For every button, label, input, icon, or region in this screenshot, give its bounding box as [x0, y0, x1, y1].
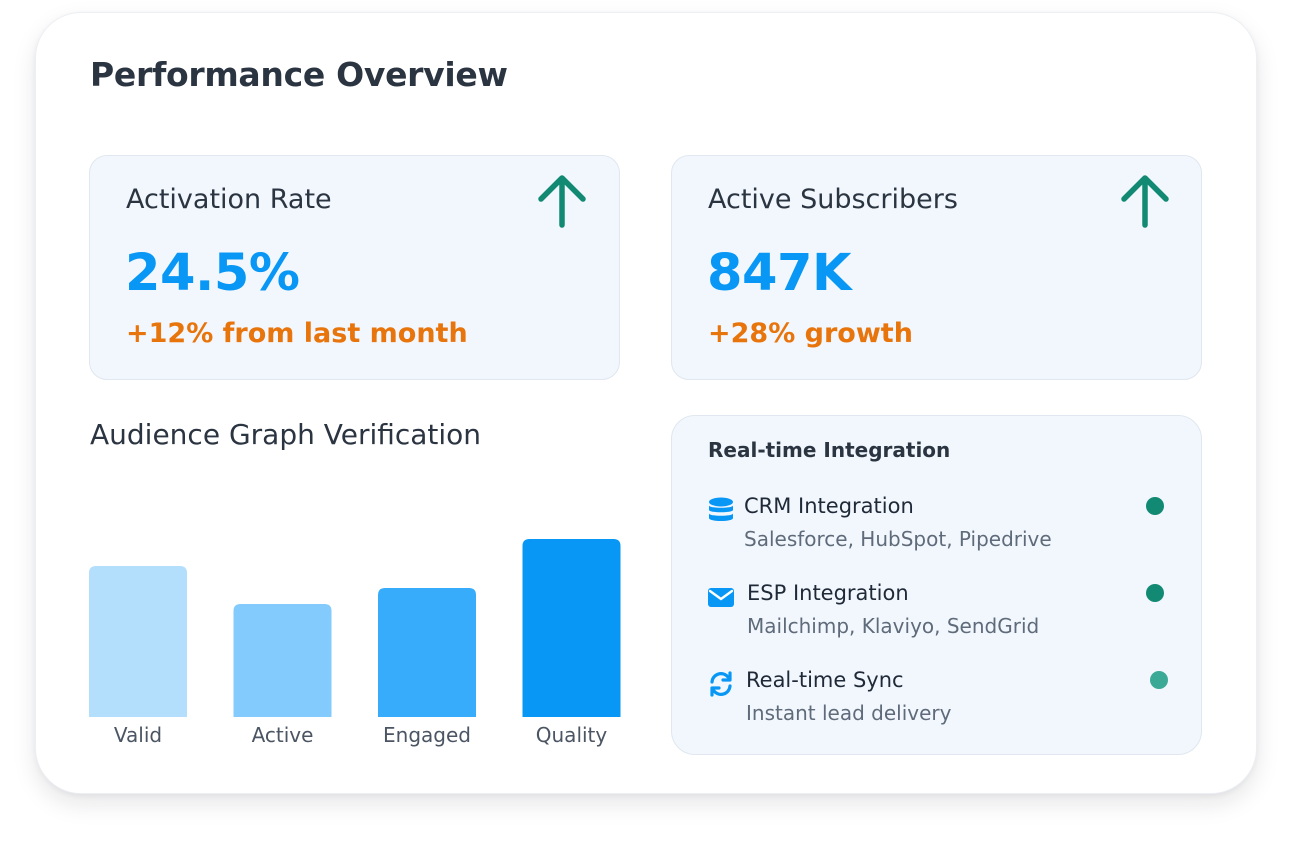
arrow-up-icon: [538, 175, 586, 228]
arrow-up-icon: [1121, 175, 1169, 228]
database-icon: [709, 497, 733, 521]
stat-value: 847K: [707, 244, 851, 303]
status-indicator: [1150, 671, 1168, 689]
integration-desc: Mailchimp, Klaviyo, SendGrid: [747, 614, 1040, 638]
status-indicator: [1146, 497, 1164, 515]
chart-tick-label: Quality: [536, 723, 608, 747]
chart-tick-label: Engaged: [383, 723, 471, 747]
integration-title: Real-time Integration: [708, 438, 951, 462]
stat-label: Activation Rate: [126, 184, 332, 215]
chart-bar-valid: [89, 566, 187, 717]
integration-item-sync: Real-time Sync Instant lead delivery: [672, 668, 1203, 738]
status-indicator: [1146, 584, 1164, 602]
integration-desc: Salesforce, HubSpot, Pipedrive: [744, 527, 1052, 551]
stat-change: +28% growth: [708, 318, 913, 349]
page-title: Performance Overview: [90, 55, 508, 94]
chart-tick-label: Valid: [114, 723, 162, 747]
sync-icon: [710, 671, 732, 697]
integration-item-crm: CRM Integration Salesforce, HubSpot, Pip…: [672, 494, 1203, 564]
active-subscribers-card: Active Subscribers 847K +28% growth: [671, 155, 1202, 380]
chart-bar-engaged: [378, 588, 476, 717]
integration-name: ESP Integration: [747, 581, 909, 605]
integration-item-esp: ESP Integration Mailchimp, Klaviyo, Send…: [672, 581, 1203, 651]
chart-title: Audience Graph Verification: [90, 418, 482, 451]
stat-change: +12% from last month: [126, 318, 468, 349]
integration-desc: Instant lead delivery: [746, 701, 952, 725]
stat-value: 24.5%: [125, 244, 300, 303]
activation-rate-card: Activation Rate 24.5% +12% from last mon…: [89, 155, 620, 380]
integration-card: Real-time Integration CRM Integration Sa…: [671, 415, 1202, 755]
integration-name: CRM Integration: [744, 494, 914, 518]
audience-bar-chart: Valid Active Engaged Quality: [89, 539, 621, 747]
integration-name: Real-time Sync: [746, 668, 904, 692]
envelope-icon: [708, 588, 734, 607]
stat-label: Active Subscribers: [708, 184, 958, 215]
chart-bar-active: [233, 604, 332, 717]
chart-bar-quality: [522, 539, 621, 717]
chart-tick-label: Active: [252, 723, 314, 747]
